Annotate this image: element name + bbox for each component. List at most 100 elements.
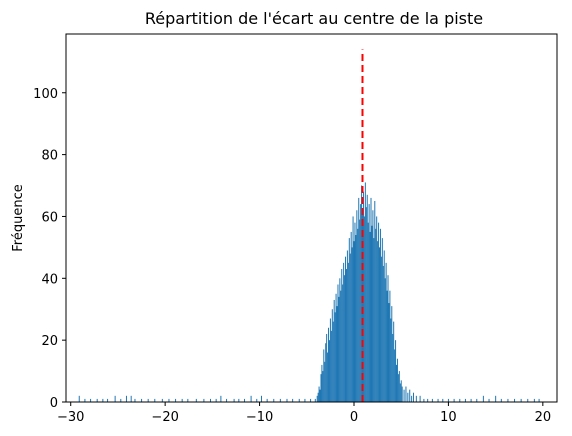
histogram-bar	[84, 398, 86, 402]
histogram-bar	[533, 398, 535, 402]
histogram-bar	[423, 398, 425, 402]
histogram-bar	[319, 389, 321, 402]
histogram-bar	[357, 228, 359, 402]
histogram-bar	[393, 321, 395, 402]
histogram-bar	[470, 398, 472, 402]
histogram-bar	[147, 398, 149, 402]
histogram-bar	[96, 398, 98, 402]
histogram-bar	[344, 275, 346, 402]
histogram-bar	[334, 312, 336, 402]
bars-layer	[78, 182, 540, 402]
histogram-bar	[398, 371, 400, 402]
histogram-bar	[381, 238, 383, 402]
histogram-bar	[373, 238, 375, 402]
histogram-bar	[304, 398, 306, 402]
histogram-bar	[210, 398, 211, 402]
histogram-bar	[292, 398, 294, 402]
histogram-bar	[279, 398, 281, 402]
histogram-bar	[437, 398, 439, 402]
histogram-bar	[387, 275, 389, 402]
y-tick-label: 0	[50, 396, 58, 411]
histogram-bar	[371, 225, 373, 402]
histogram-bar	[338, 296, 340, 402]
histogram-bar	[514, 398, 516, 402]
histogram-bar	[476, 398, 478, 402]
histogram-bar	[352, 216, 354, 402]
histogram-bar	[358, 197, 360, 402]
histogram-bar	[495, 395, 497, 402]
histogram-bar	[380, 256, 382, 402]
x-tick-label: −20	[151, 410, 178, 425]
histogram-bar	[370, 197, 372, 402]
histogram-bar	[161, 398, 163, 402]
histogram-bar	[215, 398, 217, 402]
histogram-bar	[392, 333, 394, 402]
y-tick-label: 80	[41, 149, 58, 164]
histogram-bar	[102, 398, 104, 402]
histogram-bar	[175, 398, 177, 402]
histogram-bar	[366, 194, 368, 402]
y-tick-label: 60	[41, 210, 58, 225]
histogram-bar	[538, 398, 540, 402]
histogram-bar	[382, 265, 384, 402]
histogram-bar	[316, 395, 318, 402]
histogram-bar	[333, 299, 335, 402]
histogram-bar	[368, 204, 370, 402]
x-ticks-layer: −30 −20 −10 0 10 20	[57, 402, 551, 425]
histogram-bar	[345, 256, 347, 402]
histogram-bar	[390, 318, 392, 402]
histogram-bar	[405, 386, 407, 402]
histogram-bar	[415, 395, 417, 402]
histogram-bar	[345, 269, 347, 402]
histogram-bar	[298, 398, 300, 402]
histogram-bar	[488, 398, 490, 402]
y-ticks-layer: 0 20 40 60 80 100	[33, 87, 66, 411]
histogram-bar	[391, 306, 393, 402]
histogram-bar	[168, 398, 170, 402]
histogram-bar	[120, 398, 122, 402]
histogram-bar	[442, 398, 444, 402]
x-tick-label: −30	[57, 410, 84, 425]
histogram-bar	[356, 210, 358, 402]
histogram-bar	[317, 392, 319, 402]
histogram-bar	[134, 398, 136, 402]
histogram-bar	[337, 284, 339, 402]
y-tick-label: 100	[33, 87, 58, 102]
histogram-bar	[397, 374, 399, 402]
histogram-bar	[403, 389, 405, 402]
histogram-bar	[354, 222, 356, 402]
y-axis-label: Fréquence	[11, 184, 26, 251]
histogram-bar	[332, 321, 334, 402]
histogram-bar	[346, 250, 348, 402]
y-tick-label: 20	[41, 334, 58, 349]
histogram-bar	[385, 262, 387, 402]
histogram-bar	[367, 222, 369, 402]
x-tick-label: 0	[350, 410, 358, 425]
histogram-bar	[243, 398, 245, 402]
histogram-bar	[320, 374, 322, 402]
histogram-bar	[273, 398, 275, 402]
histogram-bar	[154, 398, 156, 402]
histogram-bar	[341, 269, 343, 402]
histogram-bar	[328, 340, 330, 402]
histogram-bar	[372, 210, 374, 402]
histogram-bar	[331, 309, 333, 402]
histogram-bar	[348, 238, 350, 402]
histogram-bar	[447, 398, 449, 402]
histogram-bar	[401, 386, 403, 402]
histogram-bar	[374, 200, 376, 402]
histogram-bar	[342, 284, 344, 402]
histogram-bar	[365, 207, 367, 402]
histogram-bar	[203, 398, 205, 402]
chart-title: Répartition de l'écart au centre de la p…	[145, 9, 483, 28]
histogram-bar	[233, 398, 235, 402]
histogram-bar	[339, 278, 341, 402]
histogram-bar	[90, 398, 92, 402]
histogram-bar	[431, 398, 433, 402]
histogram-bar	[388, 303, 390, 402]
histogram-bar	[266, 398, 268, 402]
histogram-bar	[394, 349, 396, 402]
histogram-bar	[350, 231, 352, 402]
histogram-bar	[107, 398, 109, 402]
